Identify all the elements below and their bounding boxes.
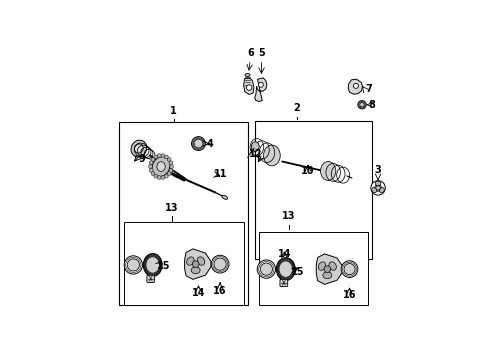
Ellipse shape: [222, 195, 227, 199]
Text: 13: 13: [282, 211, 295, 221]
Circle shape: [260, 263, 272, 275]
FancyBboxPatch shape: [280, 279, 288, 287]
Circle shape: [353, 84, 358, 89]
Text: 15: 15: [157, 261, 171, 270]
Text: 4: 4: [206, 139, 213, 149]
Circle shape: [376, 186, 380, 190]
Circle shape: [169, 168, 173, 172]
Bar: [123, 222, 244, 305]
Circle shape: [193, 261, 199, 267]
Circle shape: [127, 259, 140, 271]
Circle shape: [148, 165, 152, 168]
Text: 7: 7: [366, 85, 372, 94]
Ellipse shape: [264, 145, 280, 166]
Circle shape: [169, 161, 173, 165]
Ellipse shape: [245, 73, 250, 77]
Polygon shape: [255, 78, 267, 102]
Text: 9: 9: [138, 153, 145, 163]
Circle shape: [211, 255, 229, 273]
Ellipse shape: [131, 140, 147, 157]
Circle shape: [149, 168, 153, 172]
Text: 6: 6: [247, 49, 254, 58]
Ellipse shape: [320, 162, 336, 180]
Circle shape: [161, 154, 165, 158]
Ellipse shape: [375, 181, 381, 186]
Circle shape: [151, 172, 155, 176]
Circle shape: [170, 165, 173, 168]
Polygon shape: [244, 78, 254, 94]
Ellipse shape: [143, 253, 162, 276]
Circle shape: [167, 172, 171, 176]
Ellipse shape: [197, 257, 205, 265]
Circle shape: [344, 264, 355, 275]
Circle shape: [257, 260, 275, 278]
Circle shape: [157, 176, 161, 179]
Circle shape: [154, 174, 158, 178]
Text: 10: 10: [301, 166, 315, 176]
Circle shape: [360, 103, 364, 107]
Ellipse shape: [276, 258, 295, 280]
Polygon shape: [316, 254, 343, 284]
Circle shape: [161, 176, 165, 179]
Text: 16: 16: [213, 286, 227, 296]
Ellipse shape: [152, 157, 170, 176]
Circle shape: [214, 258, 226, 270]
Ellipse shape: [135, 144, 143, 153]
Text: 1: 1: [170, 106, 177, 116]
Circle shape: [157, 154, 161, 158]
Ellipse shape: [157, 162, 165, 171]
Circle shape: [358, 100, 366, 109]
Circle shape: [324, 266, 331, 273]
Text: 14: 14: [278, 249, 291, 258]
Bar: [259, 232, 368, 305]
Text: 8: 8: [368, 100, 375, 110]
Circle shape: [246, 85, 252, 90]
Circle shape: [258, 82, 263, 87]
Ellipse shape: [329, 262, 336, 270]
Text: 2: 2: [294, 103, 300, 113]
Circle shape: [154, 155, 158, 159]
Text: 15: 15: [292, 267, 305, 277]
Circle shape: [375, 185, 381, 191]
Circle shape: [164, 155, 168, 159]
Circle shape: [149, 161, 153, 165]
Bar: [255, 121, 372, 260]
Text: 14: 14: [192, 288, 205, 298]
Ellipse shape: [191, 267, 200, 274]
Ellipse shape: [323, 272, 332, 279]
Circle shape: [167, 157, 171, 161]
Circle shape: [151, 157, 155, 161]
FancyBboxPatch shape: [147, 275, 155, 283]
Text: 3: 3: [375, 166, 381, 175]
Circle shape: [124, 256, 143, 274]
Circle shape: [192, 136, 205, 150]
Ellipse shape: [380, 188, 384, 193]
Ellipse shape: [251, 142, 259, 152]
Ellipse shape: [372, 188, 377, 193]
Text: 5: 5: [258, 49, 265, 58]
Ellipse shape: [318, 262, 326, 270]
Text: 13: 13: [165, 203, 179, 213]
Circle shape: [341, 261, 358, 278]
Bar: [120, 122, 248, 305]
Polygon shape: [348, 79, 363, 94]
Circle shape: [194, 139, 203, 148]
Text: 12: 12: [249, 149, 262, 159]
Circle shape: [371, 181, 385, 195]
Circle shape: [164, 174, 168, 178]
Text: 11: 11: [214, 169, 227, 179]
Polygon shape: [185, 249, 211, 279]
Ellipse shape: [187, 257, 194, 265]
Text: 16: 16: [343, 290, 356, 300]
